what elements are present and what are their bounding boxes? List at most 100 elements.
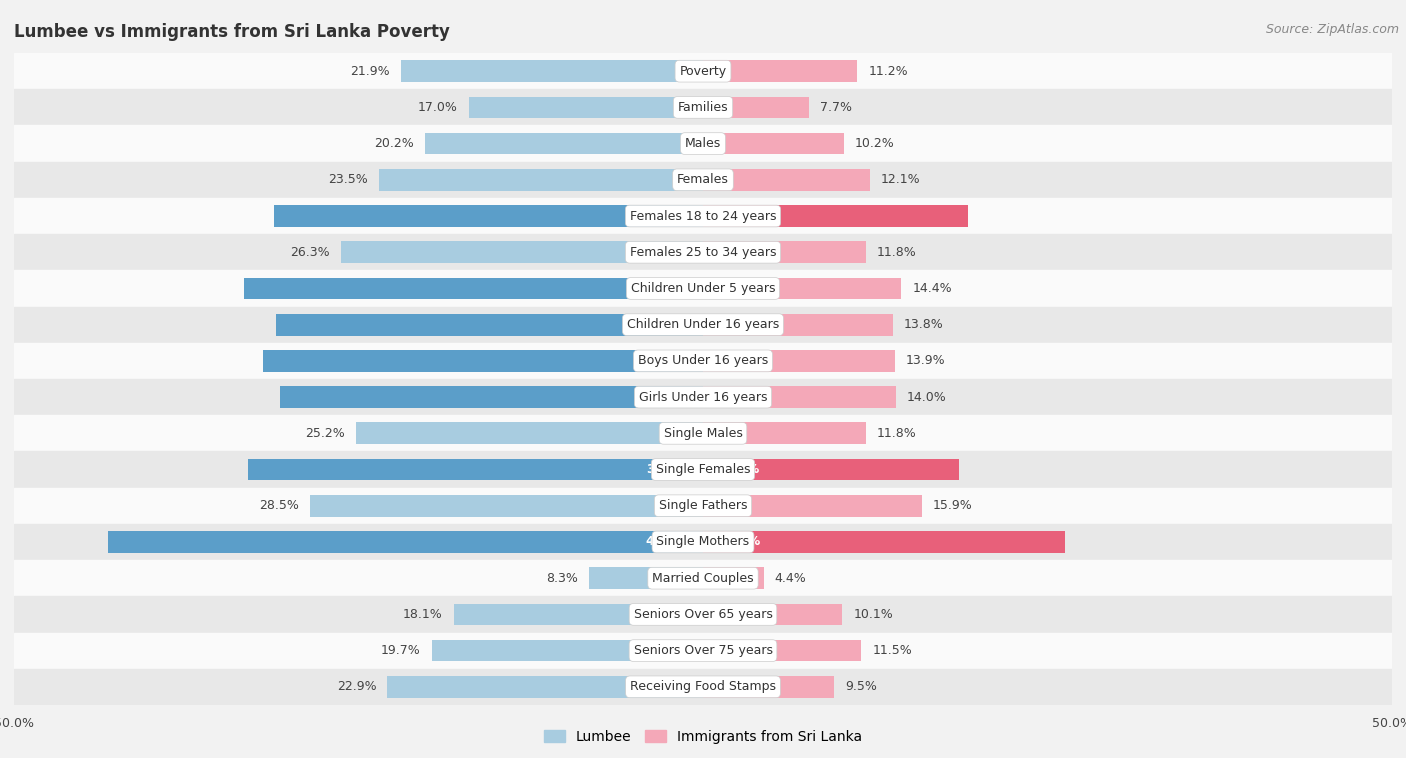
Text: 30.7%: 30.7% <box>645 390 689 403</box>
Bar <box>432 640 703 662</box>
Bar <box>14 198 1392 234</box>
Bar <box>388 676 703 697</box>
Bar <box>280 387 703 408</box>
Text: 12.1%: 12.1% <box>880 174 921 186</box>
Bar <box>703 459 959 481</box>
Bar <box>703 96 808 118</box>
Text: 25.2%: 25.2% <box>305 427 344 440</box>
Text: 11.8%: 11.8% <box>876 246 917 258</box>
Bar <box>249 459 703 481</box>
Bar <box>14 161 1392 198</box>
Bar <box>703 422 866 444</box>
Text: 33.3%: 33.3% <box>647 282 689 295</box>
Text: 9.5%: 9.5% <box>845 681 877 694</box>
Text: 19.7%: 19.7% <box>381 644 420 657</box>
Bar <box>703 640 862 662</box>
Text: 4.4%: 4.4% <box>775 572 807 584</box>
Bar <box>703 387 896 408</box>
Text: 31.0%: 31.0% <box>645 318 689 331</box>
Bar <box>401 61 703 82</box>
Bar <box>454 603 703 625</box>
Bar <box>108 531 703 553</box>
Bar <box>274 205 703 227</box>
Text: 10.2%: 10.2% <box>855 137 894 150</box>
Text: 15.9%: 15.9% <box>934 500 973 512</box>
Bar <box>703 531 1066 553</box>
Text: 28.5%: 28.5% <box>259 500 299 512</box>
Text: Boys Under 16 years: Boys Under 16 years <box>638 355 768 368</box>
Bar <box>14 343 1392 379</box>
Bar <box>380 169 703 191</box>
Text: 11.2%: 11.2% <box>869 64 908 77</box>
Text: Females 25 to 34 years: Females 25 to 34 years <box>630 246 776 258</box>
Bar <box>311 495 703 517</box>
Bar <box>703 567 763 589</box>
Legend: Lumbee, Immigrants from Sri Lanka: Lumbee, Immigrants from Sri Lanka <box>544 730 862 744</box>
Text: 18.6%: 18.6% <box>717 463 761 476</box>
Bar <box>14 53 1392 89</box>
Bar <box>703 61 858 82</box>
Text: 7.7%: 7.7% <box>820 101 852 114</box>
Text: 26.3%: 26.3% <box>290 246 329 258</box>
Bar <box>589 567 703 589</box>
Text: Children Under 5 years: Children Under 5 years <box>631 282 775 295</box>
Bar <box>14 452 1392 487</box>
Bar <box>14 271 1392 306</box>
Bar <box>14 89 1392 126</box>
Bar <box>14 524 1392 560</box>
Bar <box>703 603 842 625</box>
Text: 43.2%: 43.2% <box>645 535 689 549</box>
Text: Girls Under 16 years: Girls Under 16 years <box>638 390 768 403</box>
Text: 20.2%: 20.2% <box>374 137 413 150</box>
Text: 21.9%: 21.9% <box>350 64 391 77</box>
Text: Single Females: Single Females <box>655 463 751 476</box>
Text: Receiving Food Stamps: Receiving Food Stamps <box>630 681 776 694</box>
Bar <box>703 133 844 155</box>
Text: Poverty: Poverty <box>679 64 727 77</box>
Text: Seniors Over 75 years: Seniors Over 75 years <box>634 644 772 657</box>
Text: 13.9%: 13.9% <box>905 355 945 368</box>
Text: 19.2%: 19.2% <box>717 209 761 223</box>
Text: 17.0%: 17.0% <box>418 101 458 114</box>
Bar <box>340 241 703 263</box>
Text: Seniors Over 65 years: Seniors Over 65 years <box>634 608 772 621</box>
Bar <box>14 234 1392 271</box>
Bar <box>703 495 922 517</box>
Text: Females: Females <box>678 174 728 186</box>
Text: Married Couples: Married Couples <box>652 572 754 584</box>
Bar <box>14 487 1392 524</box>
Text: 14.4%: 14.4% <box>912 282 952 295</box>
Text: Females 18 to 24 years: Females 18 to 24 years <box>630 209 776 223</box>
Text: Source: ZipAtlas.com: Source: ZipAtlas.com <box>1265 23 1399 36</box>
Text: 14.0%: 14.0% <box>907 390 946 403</box>
Text: Lumbee vs Immigrants from Sri Lanka Poverty: Lumbee vs Immigrants from Sri Lanka Pove… <box>14 23 450 41</box>
Text: Single Males: Single Males <box>664 427 742 440</box>
Text: 22.9%: 22.9% <box>337 681 377 694</box>
Bar <box>245 277 703 299</box>
Bar <box>703 241 866 263</box>
Text: 31.1%: 31.1% <box>645 209 689 223</box>
Bar <box>14 597 1392 632</box>
Bar <box>468 96 703 118</box>
Text: 8.3%: 8.3% <box>546 572 578 584</box>
Bar <box>14 379 1392 415</box>
Text: 31.9%: 31.9% <box>645 355 689 368</box>
Bar <box>703 676 834 697</box>
Text: Children Under 16 years: Children Under 16 years <box>627 318 779 331</box>
Text: 23.5%: 23.5% <box>329 174 368 186</box>
Text: 33.0%: 33.0% <box>645 463 689 476</box>
Text: 10.1%: 10.1% <box>853 608 893 621</box>
Text: 11.8%: 11.8% <box>876 427 917 440</box>
Bar <box>263 350 703 371</box>
Bar <box>425 133 703 155</box>
Text: Males: Males <box>685 137 721 150</box>
Bar <box>14 669 1392 705</box>
Text: Single Fathers: Single Fathers <box>659 500 747 512</box>
Text: Single Mothers: Single Mothers <box>657 535 749 549</box>
Bar <box>356 422 703 444</box>
Bar <box>14 306 1392 343</box>
Bar <box>703 277 901 299</box>
Bar <box>703 169 870 191</box>
Text: 26.3%: 26.3% <box>717 535 761 549</box>
Text: Families: Families <box>678 101 728 114</box>
